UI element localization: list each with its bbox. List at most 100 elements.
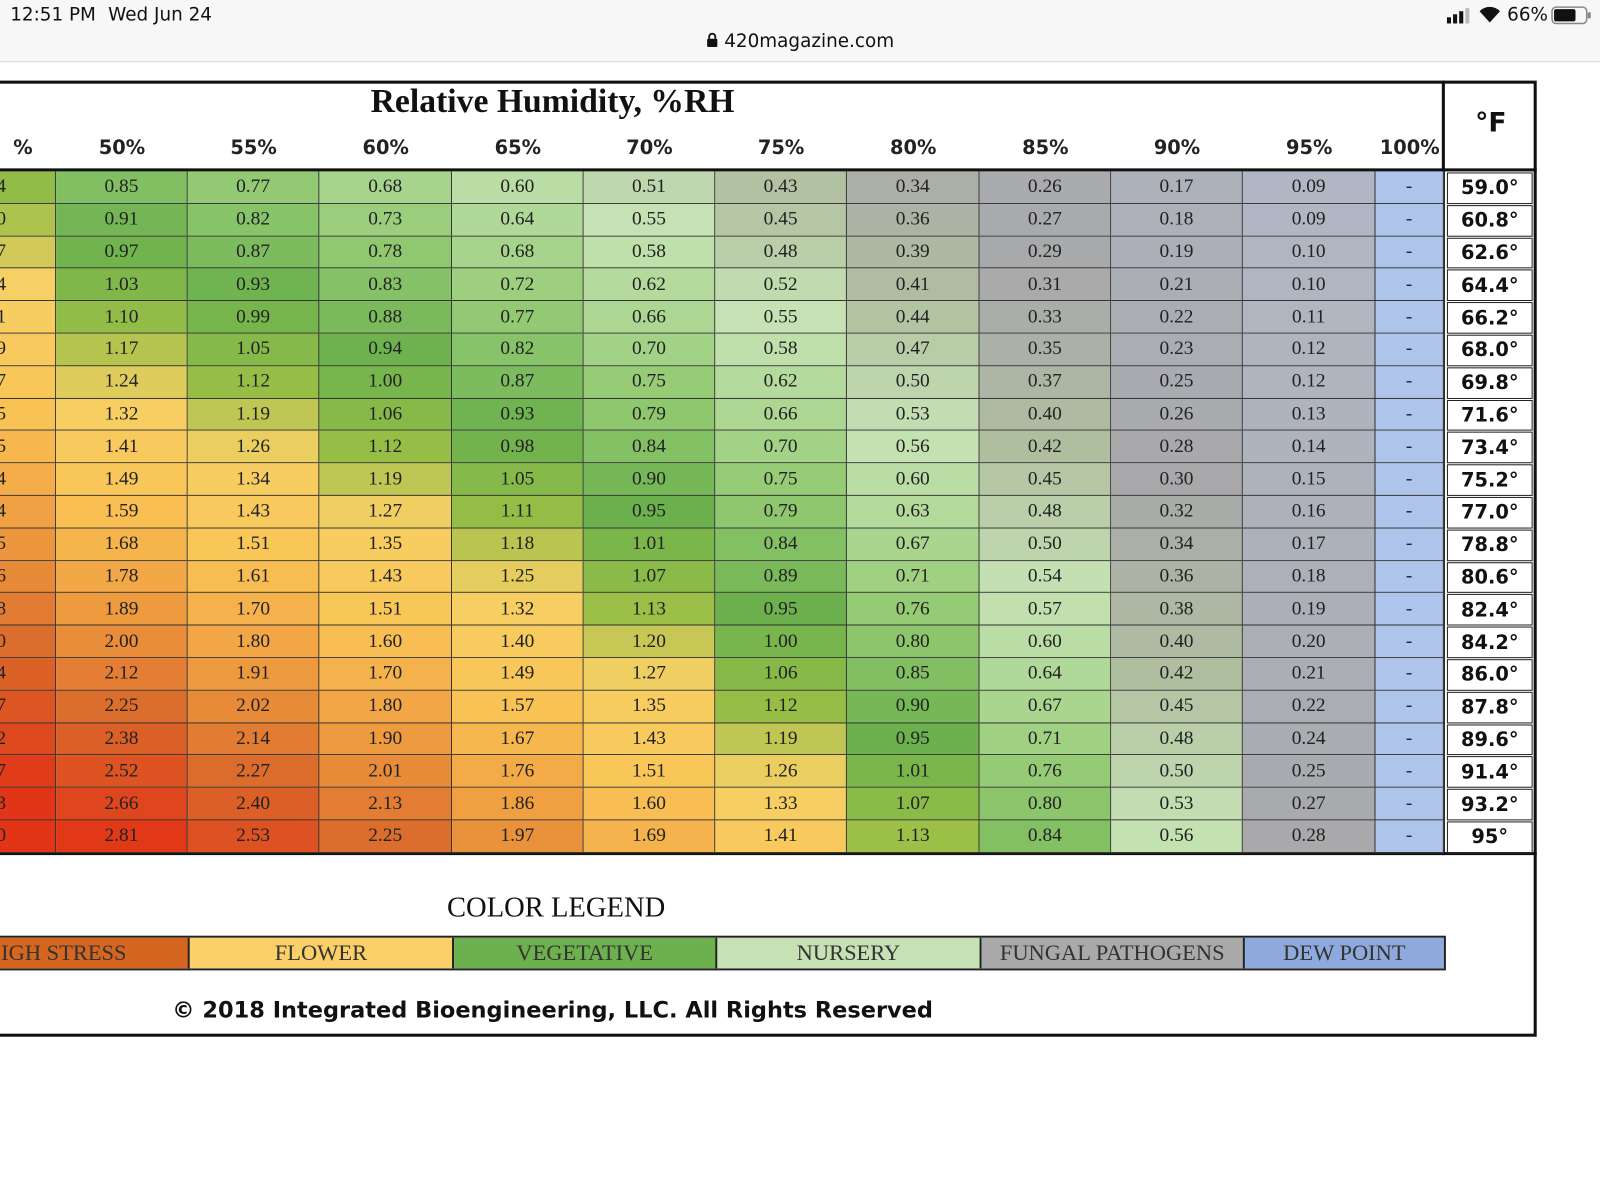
vpd-cell: 0.45 — [715, 203, 847, 237]
legend-item: FUNGAL PATHOGENS — [981, 937, 1245, 969]
vpd-cell: 0.87 — [187, 236, 320, 269]
vpd-cell: 0.21 — [1242, 658, 1376, 691]
vpd-cell: 0.17 — [1242, 528, 1376, 561]
legend-item: DEW POINT — [1244, 937, 1444, 969]
column-header: 90% — [1153, 136, 1201, 160]
vpd-cell: 1.51 — [319, 593, 453, 626]
vpd-cell: 0.75 — [715, 463, 847, 496]
vpd-cell: 1.89 — [56, 593, 188, 626]
vpd-cell: 4 — [0, 658, 57, 691]
vpd-cell: 0.66 — [583, 301, 716, 334]
vpd-cell: 0 — [0, 625, 57, 659]
wifi-icon — [1479, 6, 1500, 23]
vpd-cell: 1.20 — [583, 625, 716, 659]
vpd-cell: 0.52 — [715, 268, 847, 302]
vpd-cell: 0.95 — [583, 495, 716, 529]
vpd-cell: 0.82 — [187, 203, 320, 237]
vpd-cell: 0.19 — [1242, 593, 1376, 626]
vpd-cell: 0.63 — [846, 495, 980, 529]
column-header: 50% — [98, 136, 146, 160]
vpd-cell: 0.17 — [1111, 171, 1243, 204]
temperature-cell: 60.8° — [1446, 204, 1533, 237]
vpd-cell: 1.13 — [583, 593, 716, 626]
vpd-cell: 1.34 — [187, 463, 320, 496]
vpd-cell: 0.45 — [1111, 690, 1243, 724]
vpd-cell: 2.25 — [319, 820, 453, 853]
vpd-cell: 0.30 — [1111, 463, 1243, 496]
vpd-cell: 1.19 — [319, 463, 453, 496]
vpd-cell: 1.80 — [187, 625, 320, 659]
vpd-cell: 0.42 — [1111, 658, 1243, 691]
unit-header: °F — [1475, 108, 1507, 139]
vpd-cell: 0.50 — [1111, 755, 1243, 788]
vpd-cell: 4 — [0, 495, 57, 529]
vpd-cell: 1.12 — [187, 366, 320, 399]
vpd-cell: 0.11 — [1242, 301, 1376, 334]
vpd-cell: 1.35 — [583, 690, 716, 724]
battery-percent: 66% — [1507, 4, 1548, 26]
vpd-cell: 0.38 — [1111, 593, 1243, 626]
vpd-cell: 0.80 — [846, 625, 980, 659]
vpd-cell: 2.12 — [56, 658, 188, 691]
vpd-cell: 2.40 — [187, 787, 320, 821]
vpd-cell: 2.66 — [56, 787, 188, 821]
vpd-cell: 0.68 — [319, 171, 453, 204]
vpd-cell: 1.49 — [56, 463, 188, 496]
temperature-cell: 82.4° — [1446, 594, 1533, 626]
vpd-cell: 2.81 — [56, 820, 188, 853]
vpd-cell: 0.40 — [979, 398, 1112, 432]
vpd-cell: 0.71 — [846, 560, 980, 594]
vpd-cell: 0.15 — [1242, 463, 1376, 496]
vpd-cell: 0.77 — [187, 171, 320, 204]
vpd-cell: 0.90 — [846, 690, 980, 724]
vpd-cell: 0.44 — [846, 301, 980, 334]
vpd-cell: 1.27 — [583, 658, 716, 691]
vpd-cell: 0.40 — [1111, 625, 1243, 659]
temperature-cell: 80.6° — [1446, 561, 1533, 594]
legend-item: VEGETATIVE — [454, 937, 718, 969]
vpd-cell: 0.18 — [1242, 560, 1376, 594]
vpd-cell: 1.00 — [319, 366, 453, 399]
temperature-cell: 89.6° — [1446, 724, 1533, 756]
vpd-cell: 1.40 — [452, 625, 584, 659]
temperature-cell: 87.8° — [1446, 691, 1533, 724]
vpd-cell: 0.43 — [715, 171, 847, 204]
vpd-cell: 0.76 — [846, 593, 980, 626]
url-bar[interactable]: 420magazine.com — [0, 31, 1600, 52]
vpd-cell: - — [1375, 723, 1444, 756]
legend-item: NURSERY — [717, 937, 982, 969]
temperature-cell: 75.2° — [1446, 464, 1533, 496]
vpd-cell: 4 — [0, 268, 57, 302]
vpd-cell: 0.12 — [1242, 333, 1376, 367]
vpd-cell: 0.64 — [979, 658, 1112, 691]
temperature-cell: 59.0° — [1446, 172, 1533, 204]
temperature-cell: 62.6° — [1446, 237, 1533, 269]
column-header: 70% — [626, 136, 673, 160]
vpd-cell: 0.79 — [715, 495, 847, 529]
vpd-cell: - — [1375, 593, 1444, 626]
vpd-cell: 0.14 — [1242, 431, 1376, 464]
vpd-cell: 0.10 — [1242, 268, 1376, 302]
vpd-cell: 0.84 — [583, 431, 716, 464]
vpd-cell: 1.07 — [583, 560, 716, 594]
vpd-cell: 1.43 — [583, 723, 716, 756]
vpd-cell: 0.88 — [319, 301, 453, 334]
temperature-cell: 64.4° — [1446, 269, 1533, 302]
vpd-cell: 1.51 — [583, 755, 716, 788]
vpd-cell: 4 — [0, 463, 57, 496]
vpd-cell: 0.25 — [1111, 366, 1243, 399]
temperature-cell: 68.0° — [1446, 334, 1533, 367]
temperature-cell: 84.2° — [1446, 626, 1533, 659]
vpd-cell: 1.51 — [187, 528, 320, 561]
vpd-cell: 2.38 — [56, 723, 188, 756]
vpd-cell: 3 — [0, 787, 57, 821]
vpd-cell: 0.55 — [583, 203, 716, 237]
vpd-cell: 2.01 — [319, 755, 453, 788]
vpd-cell: - — [1375, 787, 1444, 821]
url: 420magazine.com — [724, 30, 895, 53]
vpd-cell: 2.13 — [319, 787, 453, 821]
vpd-cell: 0.93 — [452, 398, 584, 432]
vpd-cell: 0.66 — [715, 398, 847, 432]
vpd-cell: 1.17 — [56, 333, 188, 367]
vpd-cell: 2.27 — [187, 755, 320, 788]
